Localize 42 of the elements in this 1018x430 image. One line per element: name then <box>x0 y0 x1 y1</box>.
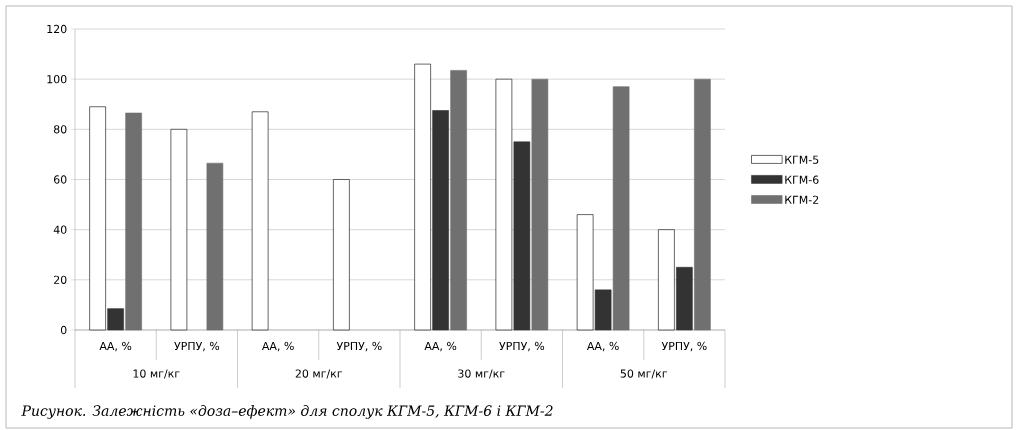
bar <box>658 229 675 331</box>
bar <box>414 63 431 331</box>
x-tick-label: АА, % <box>261 341 294 352</box>
bar <box>513 141 531 331</box>
bar <box>594 289 612 331</box>
x-tick-label: АА, % <box>424 341 457 352</box>
text: 10 мг/кг <box>133 369 180 379</box>
legend-label: КГМ-2 <box>785 195 819 204</box>
bar <box>495 78 513 331</box>
legend-label: КГМ-5 <box>785 155 819 164</box>
y-tick-label: 100 <box>47 75 67 84</box>
x-tick-label: УРПУ, % <box>499 341 545 352</box>
bar <box>432 110 449 331</box>
y-tick-label: 120 <box>47 24 67 34</box>
bar <box>612 86 630 331</box>
bar <box>694 78 711 331</box>
bar <box>531 78 549 331</box>
y-tick-label: 0 <box>60 325 67 335</box>
y-tick-label: 40 <box>53 225 67 234</box>
bar <box>206 162 224 331</box>
text: 50 мг/кг <box>620 369 668 379</box>
bar <box>107 308 124 331</box>
bar <box>576 214 594 331</box>
text: 20 мг/кг <box>295 369 343 379</box>
x-tick-label: УРПУ, % <box>661 341 707 352</box>
x-tick-label: АА, % <box>586 341 619 352</box>
legend-label: КГМ-6 <box>785 175 819 184</box>
x-tick-label: УРПУ, % <box>336 341 382 352</box>
text: 30 мг/кг <box>458 369 505 379</box>
bar <box>676 266 693 331</box>
y-tick-label: 60 <box>53 175 67 184</box>
bar <box>450 70 467 331</box>
bar <box>170 129 188 331</box>
x-tick-label: УРПУ, % <box>174 341 220 352</box>
bar <box>251 111 269 331</box>
y-tick-label: 20 <box>54 275 67 284</box>
text: Рисунок. Залежність «доза–ефект» для сполук КГМ-5, КГМ-6 і КГМ-2 <box>21 405 553 419</box>
bar <box>333 179 350 331</box>
bar <box>125 112 142 331</box>
x-tick-label: АА, % <box>99 341 132 352</box>
bar <box>89 106 106 331</box>
y-tick-label: 80 <box>53 125 67 134</box>
